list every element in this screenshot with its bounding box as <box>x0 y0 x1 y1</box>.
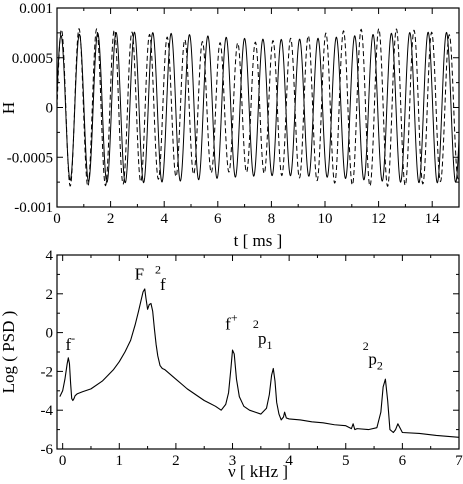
spectrum-x-tick-label: 7 <box>455 453 463 469</box>
spectrum-y-tick-label: -2 <box>41 364 54 380</box>
spectrum-panel: ν [ kHz ] Log ( PSD ) 0 1 2 3 4 5 6 7 -6 -4 -2 0 2 4 f… <box>0 248 463 481</box>
time-series-x-axis-label: t [ ms ] <box>234 231 283 250</box>
time-series-y-tick-label: 0.001 <box>19 1 53 17</box>
spectrum-x-tick-label: 5 <box>342 453 350 469</box>
peak-label: p2 <box>368 350 383 373</box>
peak-label: F <box>135 264 144 283</box>
peak-label: f <box>160 275 166 294</box>
spectrum-x-tick-label: 1 <box>116 453 124 469</box>
spectrum-y-tick-label: 4 <box>46 248 54 264</box>
time-series-x-tick-label: 14 <box>425 211 441 227</box>
time-series-panel: t [ ms ] H 0 2 4 6 8 10 12 14 -0.001 -0.0005 0 0.00… <box>0 1 460 250</box>
spectrum-axes-frame <box>56 254 460 450</box>
peak-label: f+ <box>225 311 238 334</box>
peak-label: 2 <box>363 339 369 353</box>
spectrum-x-axis-label: ν [ kHz ] <box>228 462 288 481</box>
spectrum-series-line <box>59 288 460 438</box>
spectrum-x-tick-label: 4 <box>285 453 293 469</box>
spectrum-y-tick-label: -6 <box>41 442 54 458</box>
time-series-x-tick-label: 0 <box>53 211 61 227</box>
peak-label: p1 <box>258 329 273 352</box>
time-series-y-tick-label: 0.0005 <box>12 51 53 67</box>
spectrum-y-tick-label: 2 <box>46 287 54 303</box>
time-series-x-tick-label: 12 <box>371 211 386 227</box>
peak-label: 2 <box>155 262 161 276</box>
time-series-x-tick-label: 8 <box>268 211 276 227</box>
spectrum-x-tick-label: 2 <box>172 453 180 469</box>
spectrum-y-tick-label: 0 <box>46 326 54 342</box>
time-series-x-tick-label: 4 <box>160 211 168 227</box>
dashed-series-line <box>56 28 460 188</box>
time-series-y-tick-label: -0.0005 <box>7 150 53 166</box>
time-series-y-axis-label: H <box>0 102 18 114</box>
spectrum-y-tick-label: -4 <box>41 403 54 419</box>
peak-label: f- <box>65 331 75 354</box>
spectrum-x-tick-label: 0 <box>59 453 67 469</box>
time-series-x-tick-label: 6 <box>214 211 222 227</box>
time-series-x-tick-label: 10 <box>318 211 333 227</box>
time-series-x-tick-label: 2 <box>107 211 115 227</box>
spectrum-y-axis-label: Log ( PSD ) <box>0 311 18 394</box>
time-series-y-tick-label: -0.001 <box>14 200 53 216</box>
spectrum-x-tick-label: 3 <box>229 453 237 469</box>
time-series-y-tick-label: 0 <box>46 101 54 117</box>
spectrum-x-tick-label: 6 <box>399 453 407 469</box>
peak-label: 2 <box>253 317 259 331</box>
